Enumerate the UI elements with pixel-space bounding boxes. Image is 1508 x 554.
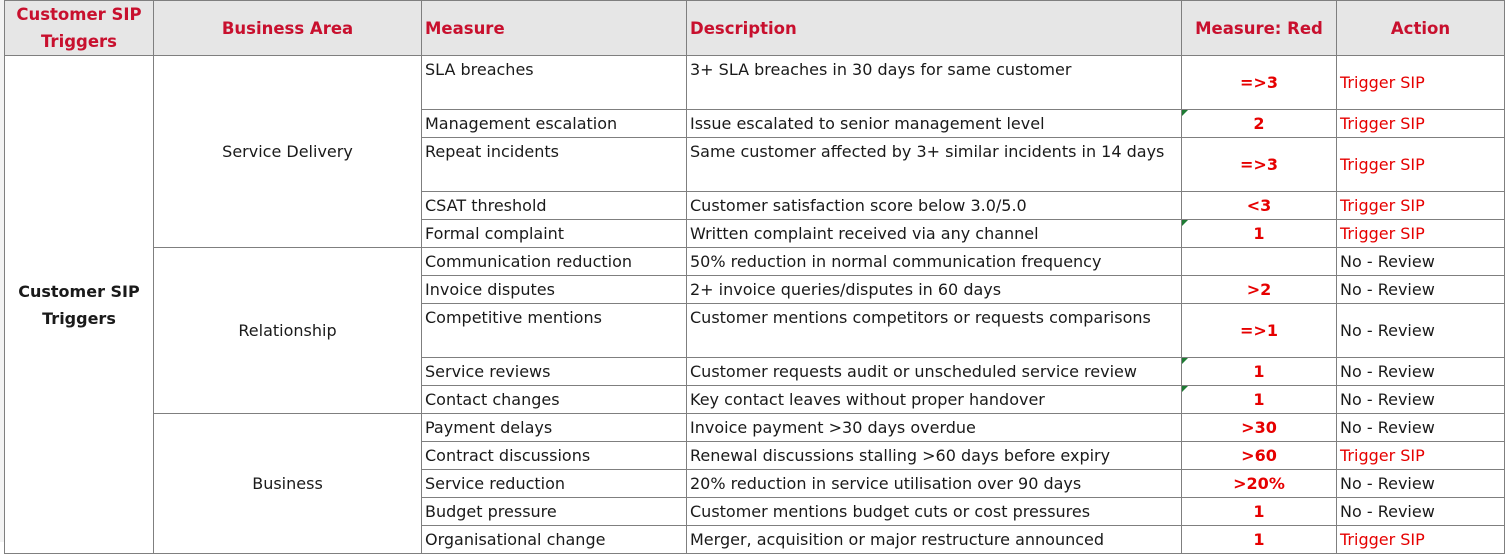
measure-red-cell[interactable]: <3 — [1181, 191, 1337, 220]
measure-red-cell[interactable]: >2 — [1181, 275, 1337, 304]
measure-red-cell[interactable]: 1 — [1181, 497, 1337, 526]
table-row: Relationship Communication reduction 50%… — [5, 247, 1505, 414]
action-cell[interactable]: Trigger SIP — [1336, 525, 1505, 554]
description-cell[interactable]: Customer mentions competitors or request… — [686, 303, 1182, 358]
description-cell[interactable]: 20% reduction in service utilisation ove… — [686, 469, 1182, 498]
description-cell[interactable]: Written complaint received via any chann… — [686, 219, 1182, 248]
measure-red-cell[interactable]: 2 — [1181, 109, 1337, 138]
header-action[interactable]: Action — [1336, 0, 1505, 56]
action-cell[interactable]: No - Review — [1336, 497, 1505, 526]
table-row: Business Payment delays Invoice payment … — [5, 413, 1505, 554]
measure-red-value: 1 — [1253, 224, 1265, 243]
description-cell[interactable]: Renewal discussions stalling >60 days be… — [686, 441, 1182, 470]
table-row: Customer SIP Triggers Service Delivery S… — [4, 55, 1505, 554]
measure-cell[interactable]: SLA breaches — [421, 55, 687, 110]
action-cell[interactable]: Trigger SIP — [1336, 219, 1505, 248]
comment-flag-icon — [1182, 386, 1188, 392]
header-measure-red[interactable]: Measure: Red — [1181, 0, 1337, 56]
measure-cell[interactable]: Competitive mentions — [421, 303, 687, 358]
action-cell[interactable]: No - Review — [1336, 385, 1505, 414]
description-cell[interactable]: Customer requests audit or unscheduled s… — [686, 357, 1182, 386]
section-relationship[interactable]: Relationship — [153, 247, 422, 414]
measure-cell[interactable]: Invoice disputes — [421, 275, 687, 304]
description-cell[interactable]: Issue escalated to senior management lev… — [686, 109, 1182, 138]
description-cell[interactable]: Merger, acquisition or major restructure… — [686, 525, 1182, 554]
measure-red-cell[interactable]: =>3 — [1181, 137, 1337, 192]
action-cell[interactable]: No - Review — [1336, 413, 1505, 442]
header-business-area[interactable]: Business Area — [153, 0, 422, 56]
measure-cell[interactable]: Contract discussions — [421, 441, 687, 470]
sip-triggers-table: Customer SIP Triggers Business Area Meas… — [4, 0, 1505, 554]
action-cell[interactable]: No - Review — [1336, 247, 1505, 276]
action-cell[interactable]: Trigger SIP — [1336, 191, 1505, 220]
measure-cell[interactable]: Payment delays — [421, 413, 687, 442]
description-cell[interactable]: 50% reduction in normal communication fr… — [686, 247, 1182, 276]
group-label-cell[interactable]: Customer SIP Triggers — [4, 55, 154, 554]
table-row: Budget pressure Customer mentions budget… — [5, 497, 1505, 526]
description-cell[interactable]: 3+ SLA breaches in 30 days for same cust… — [686, 55, 1182, 110]
measure-cell[interactable]: Service reduction — [421, 469, 687, 498]
section-business[interactable]: Business — [153, 413, 422, 554]
comment-flag-icon — [1182, 110, 1188, 116]
measure-red-cell[interactable]: 1 — [1181, 357, 1337, 386]
measure-red-cell[interactable]: >60 — [1181, 441, 1337, 470]
measure-cell[interactable]: Repeat incidents — [421, 137, 687, 192]
table-row: Service reviews Customer requests audit … — [5, 357, 1505, 386]
measure-red-cell[interactable]: =>3 — [1181, 55, 1337, 110]
header-description[interactable]: Description — [686, 0, 1182, 56]
header-measure[interactable]: Measure — [421, 0, 687, 56]
measure-cell[interactable]: Management escalation — [421, 109, 687, 138]
measure-cell[interactable]: Contact changes — [421, 385, 687, 414]
action-cell[interactable]: Trigger SIP — [1336, 55, 1505, 110]
table-row: Contact changes Key contact leaves witho… — [5, 385, 1505, 414]
table-row: Contract discussions Renewal discussions… — [5, 441, 1505, 470]
action-cell[interactable]: No - Review — [1336, 303, 1505, 358]
measure-red-cell[interactable]: 1 — [1181, 525, 1337, 554]
measure-red-cell[interactable]: >30 — [1181, 413, 1337, 442]
action-cell[interactable]: Trigger SIP — [1336, 441, 1505, 470]
description-cell[interactable]: Customer satisfaction score below 3.0/5.… — [686, 191, 1182, 220]
section-service-delivery[interactable]: Service Delivery — [153, 55, 422, 248]
action-cell[interactable]: No - Review — [1336, 357, 1505, 386]
description-cell[interactable]: Invoice payment >30 days overdue — [686, 413, 1182, 442]
table-row: Invoice disputes 2+ invoice queries/disp… — [5, 275, 1505, 304]
measure-cell[interactable]: Formal complaint — [421, 219, 687, 248]
measure-red-cell[interactable]: =>1 — [1181, 303, 1337, 358]
action-cell[interactable]: Trigger SIP — [1336, 137, 1505, 192]
measure-red-cell[interactable] — [1181, 247, 1337, 276]
table-row: Formal complaint Written complaint recei… — [5, 219, 1505, 248]
measure-red-value: 1 — [1253, 362, 1265, 381]
table-row: Repeat incidents Same customer affected … — [5, 137, 1505, 192]
measure-cell[interactable]: Budget pressure — [421, 497, 687, 526]
measure-red-cell[interactable]: >20% — [1181, 469, 1337, 498]
measure-cell[interactable]: Communication reduction — [421, 247, 687, 276]
comment-flag-icon — [1182, 358, 1188, 364]
description-cell[interactable]: Same customer affected by 3+ similar inc… — [686, 137, 1182, 192]
action-cell[interactable]: No - Review — [1336, 275, 1505, 304]
description-cell[interactable]: 2+ invoice queries/disputes in 60 days — [686, 275, 1182, 304]
sheet-left-edge — [0, 0, 4, 542]
description-cell[interactable]: Key contact leaves without proper handov… — [686, 385, 1182, 414]
action-cell[interactable]: Trigger SIP — [1336, 109, 1505, 138]
header-triggers[interactable]: Customer SIP Triggers — [4, 0, 154, 56]
action-cell[interactable]: No - Review — [1336, 469, 1505, 498]
measure-red-value: 1 — [1253, 390, 1265, 409]
measure-red-cell[interactable]: 1 — [1181, 385, 1337, 414]
header-row: Customer SIP Triggers Business Area Meas… — [4, 0, 1505, 56]
measure-red-cell[interactable]: 1 — [1181, 219, 1337, 248]
comment-flag-icon — [1182, 220, 1188, 226]
description-cell[interactable]: Customer mentions budget cuts or cost pr… — [686, 497, 1182, 526]
table-row: Management escalation Issue escalated to… — [5, 109, 1505, 138]
measure-cell[interactable]: CSAT threshold — [421, 191, 687, 220]
measure-cell[interactable]: Organisational change — [421, 525, 687, 554]
measure-red-value: 2 — [1253, 114, 1265, 133]
measure-cell[interactable]: Service reviews — [421, 357, 687, 386]
